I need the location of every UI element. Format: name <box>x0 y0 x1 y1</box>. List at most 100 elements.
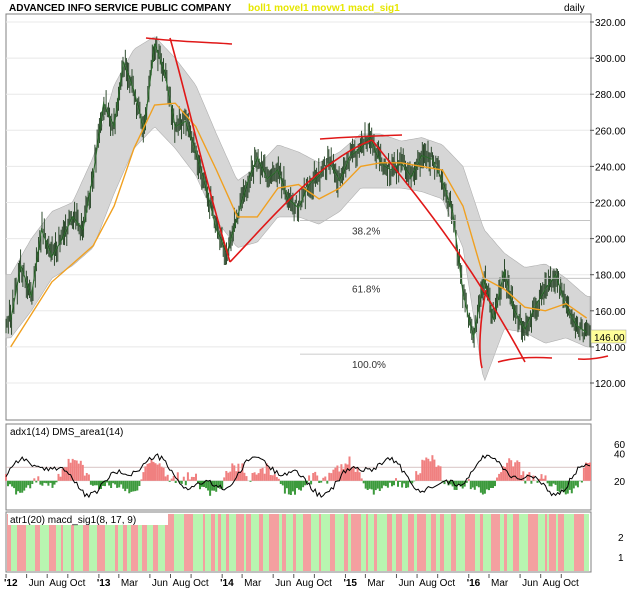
signal-bar-positive <box>221 514 226 571</box>
trendline-annotations <box>145 37 609 369</box>
x-axis-label: Oct <box>563 578 579 589</box>
signal-bar-positive <box>456 514 465 571</box>
signal-bar-negative <box>236 514 244 571</box>
price-line <box>10 43 587 339</box>
signal-bar-negative <box>549 514 556 571</box>
x-axis-label: Oct <box>70 578 86 589</box>
x-axis-label: Aug <box>296 578 314 589</box>
signal-bar-positive <box>335 514 344 571</box>
signal-bar-negative <box>440 514 444 571</box>
price-axis-label: 260.00 <box>595 126 626 137</box>
signal-bar-negative <box>17 514 26 571</box>
moving-average-line <box>10 102 588 348</box>
signal-bar-negative <box>491 514 500 571</box>
signal-bar-positive <box>556 514 558 571</box>
chart-title: ADVANCED INFO SERVICE PUBLIC COMPANY <box>9 3 232 14</box>
x-axis-label: Aug <box>172 578 190 589</box>
x-axis-label: Jun <box>275 578 291 589</box>
price-gridlines <box>6 21 590 384</box>
signal-bar-positive <box>263 514 269 571</box>
signal-bar-negative <box>408 514 414 571</box>
x-axis-label: Mar <box>491 578 509 589</box>
signal-bar-positive <box>402 514 408 571</box>
signal-bar-negative <box>218 514 221 571</box>
signal-bar-negative <box>165 514 174 571</box>
x-axis-label: '14 <box>220 578 234 589</box>
price-axis-label: 200.00 <box>595 235 626 246</box>
trendline <box>479 289 487 369</box>
signal-bar-negative <box>344 514 348 571</box>
signal-bar-positive <box>321 514 330 571</box>
signal-bar-negative <box>431 514 436 571</box>
x-axis-background <box>0 574 640 592</box>
signal-bar-negative <box>211 514 215 571</box>
signal-bar-negative <box>35 514 40 571</box>
signal-bar-positive <box>426 514 431 571</box>
price-axis-label: 240.00 <box>595 162 626 173</box>
last-price-value: 146.00 <box>594 333 625 344</box>
price-axis-label: 120.00 <box>595 379 626 390</box>
signal-bar-positive <box>444 514 451 571</box>
signal-bar-positive <box>361 514 366 571</box>
signal-bar-negative <box>83 514 89 571</box>
signal-bar-positive <box>311 514 319 571</box>
x-axis-label: Mar <box>121 578 139 589</box>
price-axis-label: 220.00 <box>595 199 626 210</box>
signal-bar-negative <box>528 514 538 571</box>
fibonacci-label: 38.2% <box>352 227 380 238</box>
x-axis-label: Oct <box>440 578 456 589</box>
x-axis-label: Aug <box>543 578 561 589</box>
signal-bar-negative <box>465 514 475 571</box>
x-axis-label: '13 <box>97 578 111 589</box>
signal-bar-negative <box>226 514 229 571</box>
signal-bar-positive <box>296 514 303 571</box>
x-axis-label: Jun <box>522 578 538 589</box>
signal-bar-negative <box>504 514 507 571</box>
signal-bar-positive <box>26 514 35 571</box>
last-price-badge <box>590 329 627 344</box>
x-axis: '12 Jun Aug Oct '13 Mar Jun Aug Oct '14 Mar Jun Aug O… <box>0 574 640 592</box>
price-axis-label: 320.00 <box>595 18 626 29</box>
signal-bar-positive <box>229 514 236 571</box>
signal-bar-negative <box>374 514 377 571</box>
signal-bar-positive <box>63 514 71 571</box>
x-axis-label: Mar <box>367 578 385 589</box>
signal-bar-negative <box>131 514 138 571</box>
signal-bar-negative <box>7 514 11 571</box>
signal-bar-positive <box>564 514 574 571</box>
signal-bar-negative <box>259 514 263 571</box>
signal-bar-positive <box>392 514 396 571</box>
price-axis-label: 280.00 <box>595 90 626 101</box>
signal-bar-positive <box>507 514 513 571</box>
adx-axis-label: 20 <box>614 477 626 488</box>
adx-axis-label: 60 <box>614 440 626 451</box>
trendline <box>497 356 553 363</box>
signal-bar-positive <box>127 514 131 571</box>
signal-bar-negative <box>203 514 205 571</box>
signal-bar-positive <box>368 514 374 571</box>
fibonacci-label: 100.0% <box>352 360 386 371</box>
atr-bars-layer <box>7 514 589 571</box>
signal-bar-positive <box>414 514 417 571</box>
signal-bar-positive <box>475 514 480 571</box>
price-axis-label: 160.00 <box>595 307 626 318</box>
signal-bar-positive <box>193 514 203 571</box>
signal-bar-positive <box>244 514 246 571</box>
signal-bar-positive <box>105 514 115 571</box>
signal-bar-positive <box>348 514 351 571</box>
adx-line <box>5 453 591 499</box>
x-axis-label: Oct <box>193 578 209 589</box>
adx-panel-title: adx1(14) DMS_area1(14) <box>10 427 123 438</box>
x-axis-label: Oct <box>316 578 332 589</box>
x-axis-label: Jun <box>29 578 45 589</box>
signal-bar-negative <box>513 514 519 571</box>
signal-bar-positive <box>174 514 184 571</box>
signal-bar-positive <box>519 514 528 571</box>
signal-bar-negative <box>142 514 147 571</box>
signal-bar-negative <box>123 514 127 571</box>
signal-bar-positive <box>74 514 83 571</box>
signal-bar-negative <box>269 514 279 571</box>
signal-bar-positive <box>138 514 142 571</box>
signal-bar-negative <box>115 514 118 571</box>
